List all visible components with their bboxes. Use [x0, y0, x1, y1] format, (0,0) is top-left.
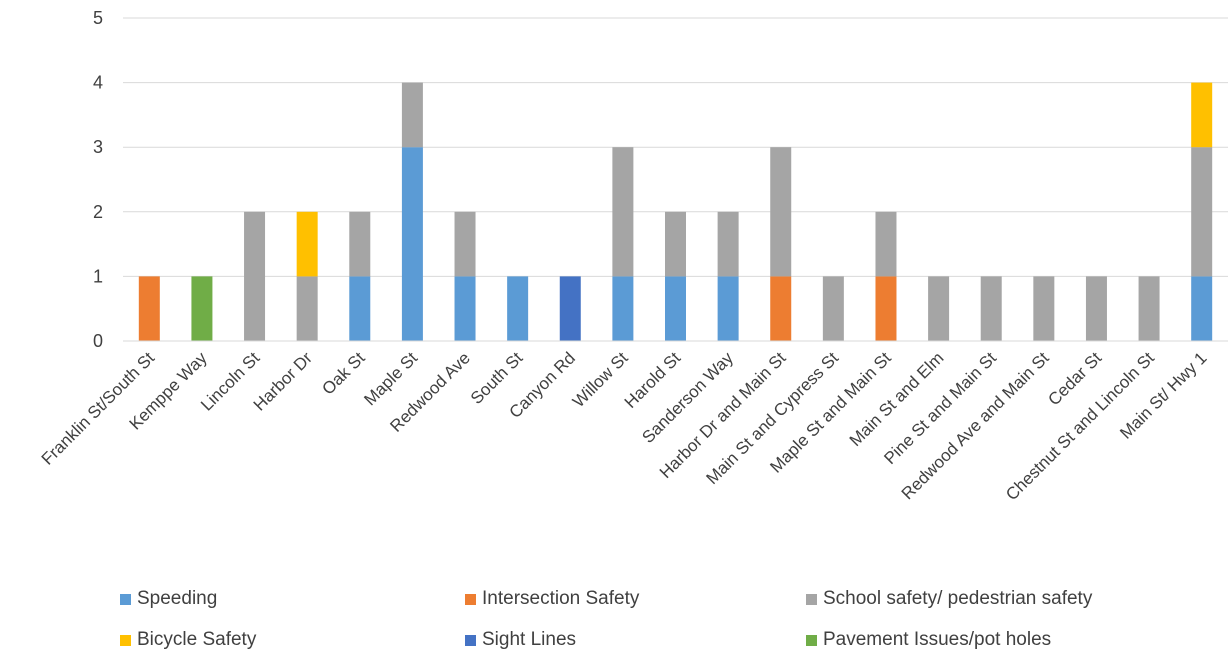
legend-swatch: [806, 593, 817, 605]
bar-segment: [770, 276, 792, 341]
legend-label: School safety/ pedestrian safety: [823, 588, 1093, 609]
bar-segment: [1085, 276, 1107, 341]
x-tick-label: Sanderson Way: [638, 348, 737, 447]
bar-stack: [717, 211, 739, 341]
bar-segment: [612, 276, 634, 341]
bar-segment: [1033, 276, 1055, 341]
bar-segment: [191, 276, 213, 341]
bar-stack: [138, 276, 160, 341]
bar-segment: [138, 276, 160, 341]
bar-segment: [980, 276, 1002, 341]
bar-segment: [401, 147, 423, 341]
bar-segment: [665, 276, 686, 341]
bar-segment: [717, 211, 739, 277]
bar-stack: [191, 276, 213, 341]
bar-segment: [665, 211, 686, 277]
bar-segment: [928, 276, 950, 341]
bar-segment: [875, 276, 897, 341]
bar-stack: [875, 211, 897, 341]
bar-stack: [770, 147, 792, 341]
bar-segment: [349, 276, 371, 341]
y-axis-tick-labels: 0 1 2 3 4 5: [93, 8, 103, 351]
bar-segment: [454, 211, 476, 277]
y-tick-label: 2: [93, 202, 103, 222]
y-tick-label: 5: [93, 8, 103, 28]
bar-stack: [928, 276, 950, 341]
legend-item: School safety/ pedestrian safety: [806, 588, 1092, 610]
bar-segment: [507, 276, 529, 341]
bar-stack: [349, 211, 371, 341]
bar-segment: [822, 276, 844, 341]
legend-item: Pavement Issues/pot holes: [806, 629, 1051, 651]
bar-segment: [612, 147, 634, 277]
legend-label: Speeding: [137, 588, 218, 609]
y-tick-label: 0: [93, 331, 103, 351]
bar-segment: [717, 276, 739, 341]
legend-label: Bicycle Safety: [137, 629, 257, 650]
x-tick-label: Oak St: [318, 348, 368, 398]
bar-stack: [1138, 276, 1160, 341]
bar-segment: [875, 211, 897, 277]
bar-segment: [349, 211, 371, 277]
bar-stack: [454, 211, 476, 341]
x-tick-label: Harbor Dr: [250, 348, 316, 414]
bar-segment: [1191, 147, 1213, 277]
legend-item: Intersection Safety: [465, 588, 639, 610]
bar-stack: [980, 276, 1002, 341]
bar-segment: [1191, 276, 1213, 341]
bar-segment: [559, 276, 581, 341]
y-tick-label: 4: [93, 73, 103, 93]
bar-stacks: [138, 82, 1213, 341]
legend-swatch: [465, 593, 476, 605]
bar-stack: [1085, 276, 1107, 341]
legend-swatch: [120, 634, 131, 646]
bar-stack: [822, 276, 844, 341]
legend-swatch: [120, 593, 131, 605]
bar-segment: [770, 147, 792, 277]
x-tick-label: Main St and Elm: [846, 348, 948, 450]
x-tick-label: Willow St: [569, 348, 632, 411]
legend-label: Intersection Safety: [482, 588, 640, 609]
legend-swatch: [806, 634, 817, 646]
bar-stack: [296, 211, 318, 341]
legend-item: Speeding: [120, 588, 217, 610]
chart-legend: Speeding Intersection Safety School safety…: [0, 580, 1231, 660]
bar-stack: [1033, 276, 1055, 341]
bar-stack: [665, 211, 686, 341]
bar-stack: [507, 276, 529, 341]
bar-segment: [244, 211, 266, 341]
bar-segment: [296, 211, 318, 277]
legend-label: Sight Lines: [482, 629, 577, 650]
bar-segment: [1191, 82, 1213, 148]
legend-swatch: [465, 634, 476, 646]
bar-stack: [1191, 82, 1213, 341]
bar-segment: [1138, 276, 1160, 341]
y-tick-label: 3: [93, 137, 103, 157]
bar-stack: [244, 211, 266, 341]
legend-item: Bicycle Safety: [120, 629, 256, 651]
bar-stack: [401, 82, 423, 341]
legend-label: Pavement Issues/pot holes: [823, 629, 1052, 650]
bar-stack: [612, 147, 634, 341]
legend-item: Sight Lines: [465, 629, 576, 651]
bar-segment: [401, 82, 423, 148]
bar-segment: [296, 276, 318, 341]
bar-segment: [454, 276, 476, 341]
bar-stack: [559, 276, 581, 341]
y-tick-label: 1: [93, 266, 103, 286]
